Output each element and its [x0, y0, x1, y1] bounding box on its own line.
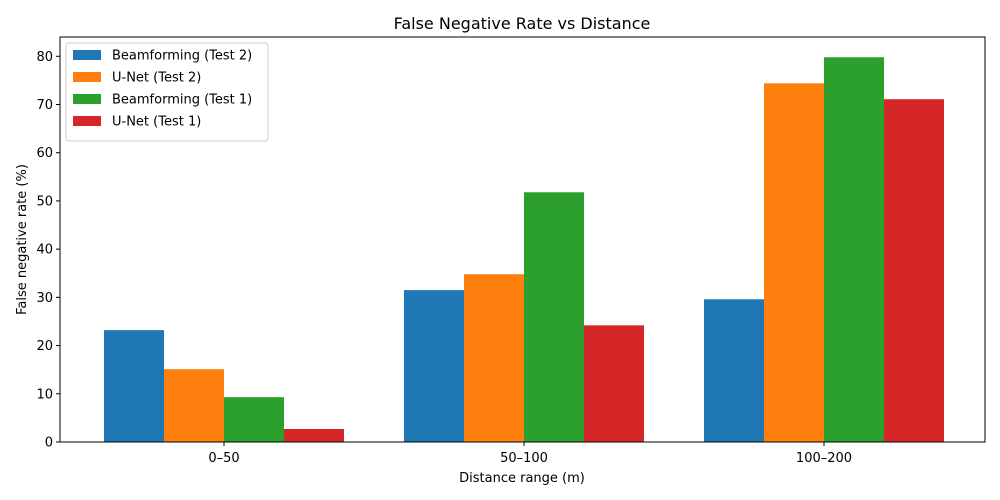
bar-4-1 [284, 428, 344, 442]
bar-1-1 [104, 330, 164, 442]
y-tick-label: 60 [36, 146, 53, 161]
y-tick-label: 80 [36, 50, 53, 65]
legend-swatch [73, 116, 101, 126]
bar-3-1 [224, 397, 284, 442]
chart-title: False Negative Rate vs Distance [394, 14, 651, 33]
y-tick-label: 70 [36, 98, 53, 113]
bar-2-3 [764, 83, 824, 443]
legend-box [65, 42, 269, 142]
bar-3-3 [824, 57, 884, 442]
x-axis-ticks: 0–50 50–100 100–200 [208, 442, 852, 466]
y-tick-label: 10 [36, 387, 53, 402]
legend-label: U-Net (Test 2) [112, 71, 201, 86]
y-tick-label: 0 [45, 436, 53, 451]
plot-frame [59, 36, 986, 443]
bar-2-1 [164, 369, 224, 442]
legend-swatch [73, 50, 101, 60]
x-tick-label: 100–200 [796, 451, 852, 466]
bar-4-2 [584, 325, 644, 442]
bars-group [104, 57, 944, 443]
legend-label: Beamforming (Test 2) [112, 49, 252, 64]
x-axis-label: Distance range (m) [459, 471, 585, 486]
bar-2-2 [464, 274, 524, 442]
legend-label: Beamforming (Test 1) [112, 93, 252, 108]
y-tick-label: 50 [36, 194, 53, 209]
bar-3-2 [524, 192, 584, 442]
bar-4-3 [884, 99, 944, 443]
bar-1-3 [704, 299, 764, 442]
y-axis-ticks: 0 10 20 30 40 50 60 70 80 [36, 50, 60, 451]
bar-1-2 [404, 290, 464, 442]
legend: Beamforming (Test 2) U-Net (Test 2) Beamfo… [65, 42, 269, 142]
x-tick-label: 0–50 [208, 451, 239, 466]
y-tick-label: 30 [36, 291, 53, 306]
legend-swatch [73, 72, 101, 82]
y-tick-label: 20 [36, 339, 53, 354]
y-tick-label: 40 [36, 243, 53, 258]
x-tick-label: 50–100 [500, 451, 548, 466]
y-axis-label: False negative rate (%) [15, 164, 30, 315]
legend-swatch [73, 94, 101, 104]
legend-label: U-Net (Test 1) [112, 115, 201, 130]
